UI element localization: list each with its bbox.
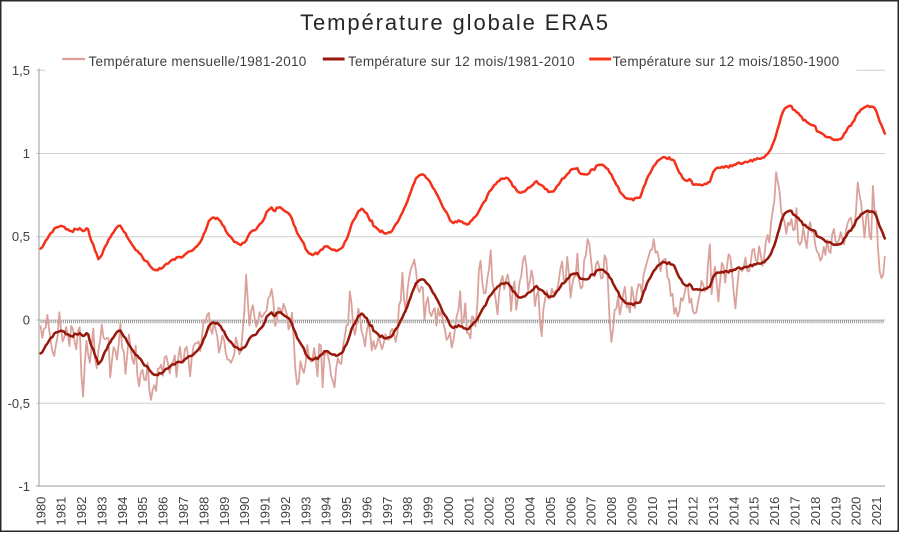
svg-text:-0,5: -0,5 <box>8 396 30 411</box>
svg-text:Température sur 12 mois/1981-2: Température sur 12 mois/1981-2010 <box>348 54 575 69</box>
svg-text:1984: 1984 <box>115 497 130 526</box>
svg-text:2013: 2013 <box>706 497 721 526</box>
svg-text:1999: 1999 <box>421 497 436 526</box>
svg-text:2012: 2012 <box>686 497 701 526</box>
svg-text:1981: 1981 <box>54 497 69 526</box>
svg-text:2019: 2019 <box>828 497 843 526</box>
svg-text:2015: 2015 <box>747 497 762 526</box>
svg-text:1986: 1986 <box>156 497 171 526</box>
svg-text:1987: 1987 <box>176 497 191 526</box>
svg-text:2001: 2001 <box>461 497 476 526</box>
svg-text:2021: 2021 <box>869 497 884 526</box>
svg-text:2006: 2006 <box>563 497 578 526</box>
svg-text:2003: 2003 <box>502 497 517 526</box>
svg-text:2005: 2005 <box>543 497 558 526</box>
svg-text:1988: 1988 <box>196 497 211 526</box>
svg-text:1993: 1993 <box>298 497 313 526</box>
svg-text:1,5: 1,5 <box>12 63 30 78</box>
svg-text:2014: 2014 <box>726 497 741 526</box>
svg-text:1997: 1997 <box>380 497 395 526</box>
svg-text:1990: 1990 <box>237 497 252 526</box>
svg-text:2002: 2002 <box>482 497 497 526</box>
svg-text:Température mensuelle/1981-201: Température mensuelle/1981-2010 <box>89 54 307 69</box>
svg-text:2018: 2018 <box>808 497 823 526</box>
svg-text:2017: 2017 <box>788 497 803 526</box>
svg-text:1: 1 <box>23 146 30 161</box>
svg-text:Température sur 12 mois/1850-1: Température sur 12 mois/1850-1900 <box>613 54 840 69</box>
svg-text:0,5: 0,5 <box>12 229 30 244</box>
svg-text:1983: 1983 <box>95 497 110 526</box>
svg-text:1989: 1989 <box>217 497 232 526</box>
svg-text:1992: 1992 <box>278 497 293 526</box>
svg-text:1996: 1996 <box>359 497 374 526</box>
svg-text:1995: 1995 <box>339 497 354 526</box>
svg-text:Température globale ERA5: Température globale ERA5 <box>300 10 610 35</box>
svg-text:1980: 1980 <box>33 497 48 526</box>
svg-text:2000: 2000 <box>441 497 456 526</box>
svg-text:2020: 2020 <box>849 497 864 526</box>
svg-text:2008: 2008 <box>604 497 619 526</box>
svg-text:0: 0 <box>23 313 30 328</box>
svg-text:1998: 1998 <box>400 497 415 526</box>
svg-text:2011: 2011 <box>665 498 680 526</box>
svg-text:1985: 1985 <box>135 497 150 526</box>
svg-text:2009: 2009 <box>624 497 639 526</box>
svg-text:2004: 2004 <box>523 497 538 526</box>
svg-text:1982: 1982 <box>74 497 89 526</box>
svg-text:-1: -1 <box>18 479 30 494</box>
svg-text:2016: 2016 <box>767 497 782 526</box>
svg-text:1994: 1994 <box>319 497 334 526</box>
svg-text:2007: 2007 <box>584 497 599 526</box>
svg-text:2010: 2010 <box>645 497 660 526</box>
svg-text:1991: 1991 <box>258 497 273 526</box>
